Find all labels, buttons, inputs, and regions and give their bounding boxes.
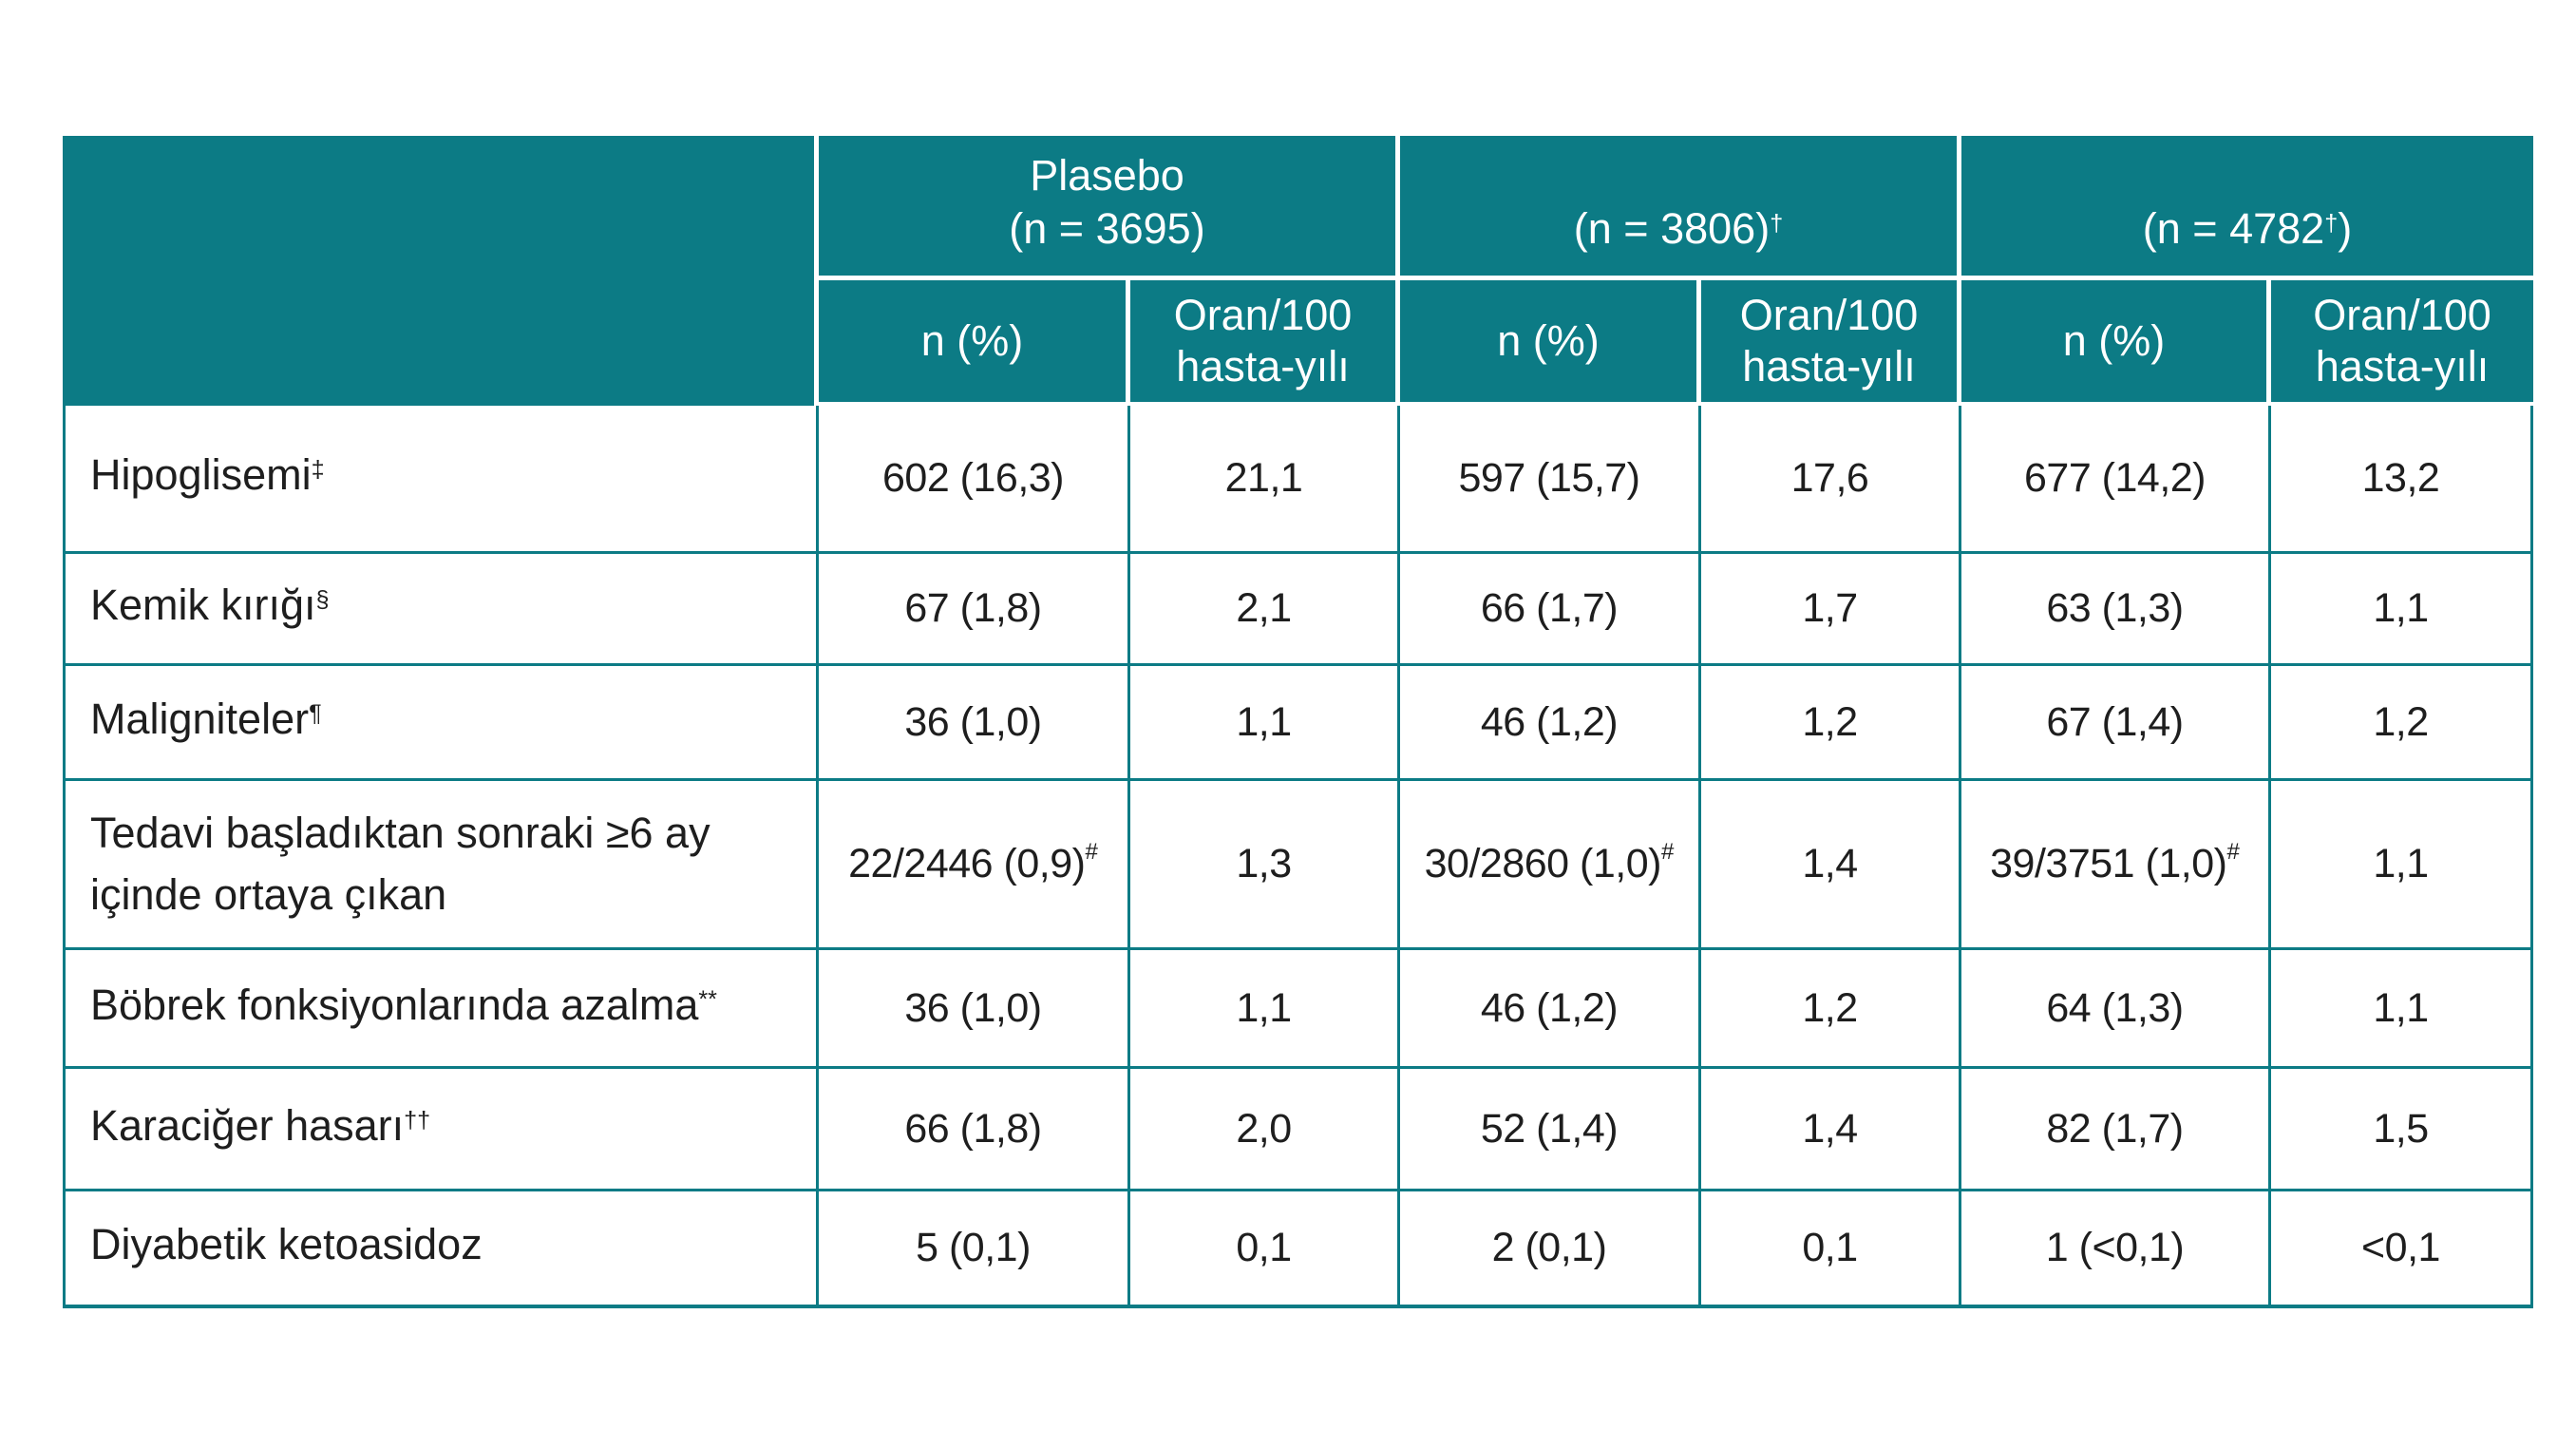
table-cell: 1,1 bbox=[1130, 663, 1400, 778]
table-cell: 1,2 bbox=[2271, 663, 2533, 778]
table-cell: 1,1 bbox=[2271, 778, 2533, 947]
subheader-rate: Oran/100 hasta-yılı bbox=[1130, 280, 1400, 406]
table-cell: 22/2446 (0,9) # bbox=[819, 778, 1130, 947]
table-cell: 2,1 bbox=[1130, 551, 1400, 663]
table-cell: 1,1 bbox=[1130, 947, 1400, 1066]
row-label: Maligniteler¶ bbox=[63, 663, 819, 778]
table-cell: 1,4 bbox=[1701, 778, 1961, 947]
table-cell: 1,4 bbox=[1701, 1066, 1961, 1189]
table-cell: 1,3 bbox=[1130, 778, 1400, 947]
table-cell: 36 (1,0) bbox=[819, 947, 1130, 1066]
adverse-events-table: Plasebo (n = 3695) (n = 3806)† (n = 4782… bbox=[63, 136, 2533, 1308]
row-label: Kemik kırığı§ bbox=[63, 551, 819, 663]
subheader-rate: Oran/100 hasta-yılı bbox=[2271, 280, 2533, 406]
table-cell: 67 (1,8) bbox=[819, 551, 1130, 663]
table-cell: 36 (1,0) bbox=[819, 663, 1130, 778]
table-cell: <0,1 bbox=[2271, 1189, 2533, 1308]
subheader-n-pct: n (%) bbox=[1400, 280, 1701, 406]
table-cell: 1,2 bbox=[1701, 947, 1961, 1066]
table-cell: 1,2 bbox=[1701, 663, 1961, 778]
group-header-2: (n = 3806)† bbox=[1400, 136, 1961, 280]
table-cell: 67 (1,4) bbox=[1961, 663, 2271, 778]
table-cell: 21,1 bbox=[1130, 406, 1400, 551]
row-label: Hipoglisemi‡ bbox=[63, 406, 819, 551]
group-header-line2: (n = 4782†) bbox=[2142, 204, 2353, 253]
subheader-n-pct: n (%) bbox=[1961, 280, 2271, 406]
table-cell: 1,1 bbox=[2271, 947, 2533, 1066]
table-cell: 1,7 bbox=[1701, 551, 1961, 663]
table-cell: 64 (1,3) bbox=[1961, 947, 2271, 1066]
row-label: Tedavi başladıktan sonraki ≥6 ay içinde … bbox=[63, 778, 819, 947]
table-cell: 602 (16,3) bbox=[819, 406, 1130, 551]
row-label: Diyabetik ketoasidoz bbox=[63, 1189, 819, 1308]
table-cell: 46 (1,2) bbox=[1400, 663, 1701, 778]
row-label: Böbrek fonksiyonlarında azalma** bbox=[63, 947, 819, 1066]
table-cell: 13,2 bbox=[2271, 406, 2533, 551]
table-cell: 1 (<0,1) bbox=[1961, 1189, 2271, 1308]
table-cell: 52 (1,4) bbox=[1400, 1066, 1701, 1189]
table-cell: 1,1 bbox=[2271, 551, 2533, 663]
group-header-line2: (n = 3806)† bbox=[1573, 204, 1784, 253]
table-cell: 1,5 bbox=[2271, 1066, 2533, 1189]
table-cell: 5 (0,1) bbox=[819, 1189, 1130, 1308]
table-cell: 677 (14,2) bbox=[1961, 406, 2271, 551]
header-corner-cell bbox=[63, 136, 819, 406]
group-header-line2: (n = 3695) bbox=[1009, 204, 1205, 253]
subheader-rate: Oran/100 hasta-yılı bbox=[1701, 280, 1961, 406]
group-header-3: (n = 4782†) bbox=[1961, 136, 2533, 280]
table-cell: 46 (1,2) bbox=[1400, 947, 1701, 1066]
table-cell: 2 (0,1) bbox=[1400, 1189, 1701, 1308]
row-label: Karaciğer hasarı†† bbox=[63, 1066, 819, 1189]
group-header-placebo: Plasebo (n = 3695) bbox=[819, 136, 1400, 280]
table-cell: 66 (1,7) bbox=[1400, 551, 1701, 663]
table-cell: 2,0 bbox=[1130, 1066, 1400, 1189]
subheader-n-pct: n (%) bbox=[819, 280, 1130, 406]
table-cell: 17,6 bbox=[1701, 406, 1961, 551]
table-cell: 0,1 bbox=[1130, 1189, 1400, 1308]
table-cell: 39/3751 (1,0) # bbox=[1961, 778, 2271, 947]
table-cell: 0,1 bbox=[1701, 1189, 1961, 1308]
group-header-line1: Plasebo bbox=[1030, 151, 1184, 200]
table-cell: 597 (15,7) bbox=[1400, 406, 1701, 551]
table-cell: 63 (1,3) bbox=[1961, 551, 2271, 663]
table-cell: 66 (1,8) bbox=[819, 1066, 1130, 1189]
table-cell: 30/2860 (1,0) # bbox=[1400, 778, 1701, 947]
table-cell: 82 (1,7) bbox=[1961, 1066, 2271, 1189]
